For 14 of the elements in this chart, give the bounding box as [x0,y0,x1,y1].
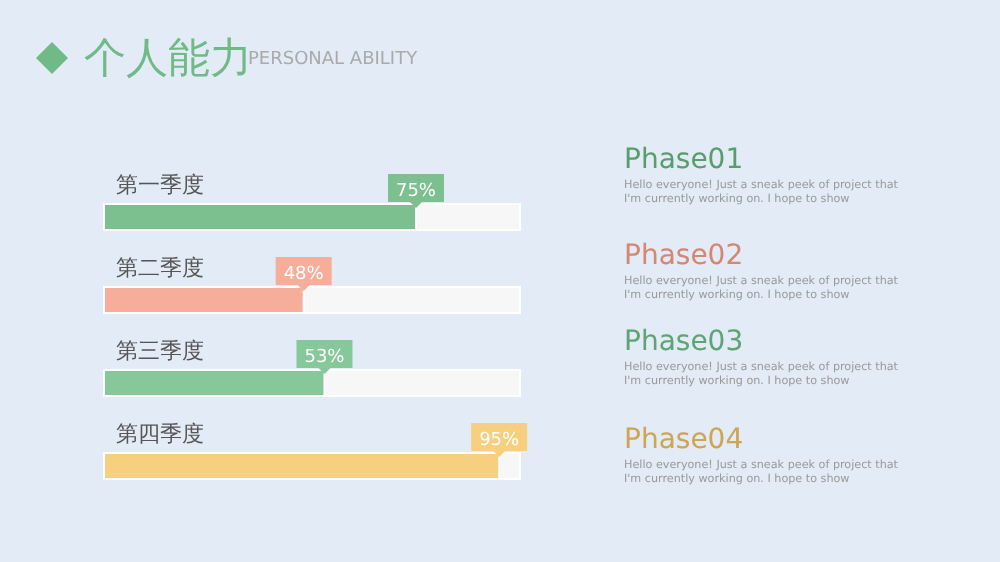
data-label: 53% [304,348,346,368]
data-label: 95% [479,431,521,451]
chart-subtitle: PERSONAL ABILITY [248,50,418,70]
text: Phase01 [624,144,746,176]
data-label: 75% [395,182,437,202]
data-label: 48% [283,265,325,285]
y-tick-label: 第四季度 [116,420,204,447]
y-tick-label: 第一季度 [116,171,204,198]
text: Phase02 [624,240,746,272]
y-tick-label: 第二季度 [116,254,204,281]
text: Phase03 [624,326,746,358]
text: Phase04 [624,424,746,456]
y-tick-label: 第三季度 [116,337,204,364]
chart-title: 个人能力 [84,32,252,86]
